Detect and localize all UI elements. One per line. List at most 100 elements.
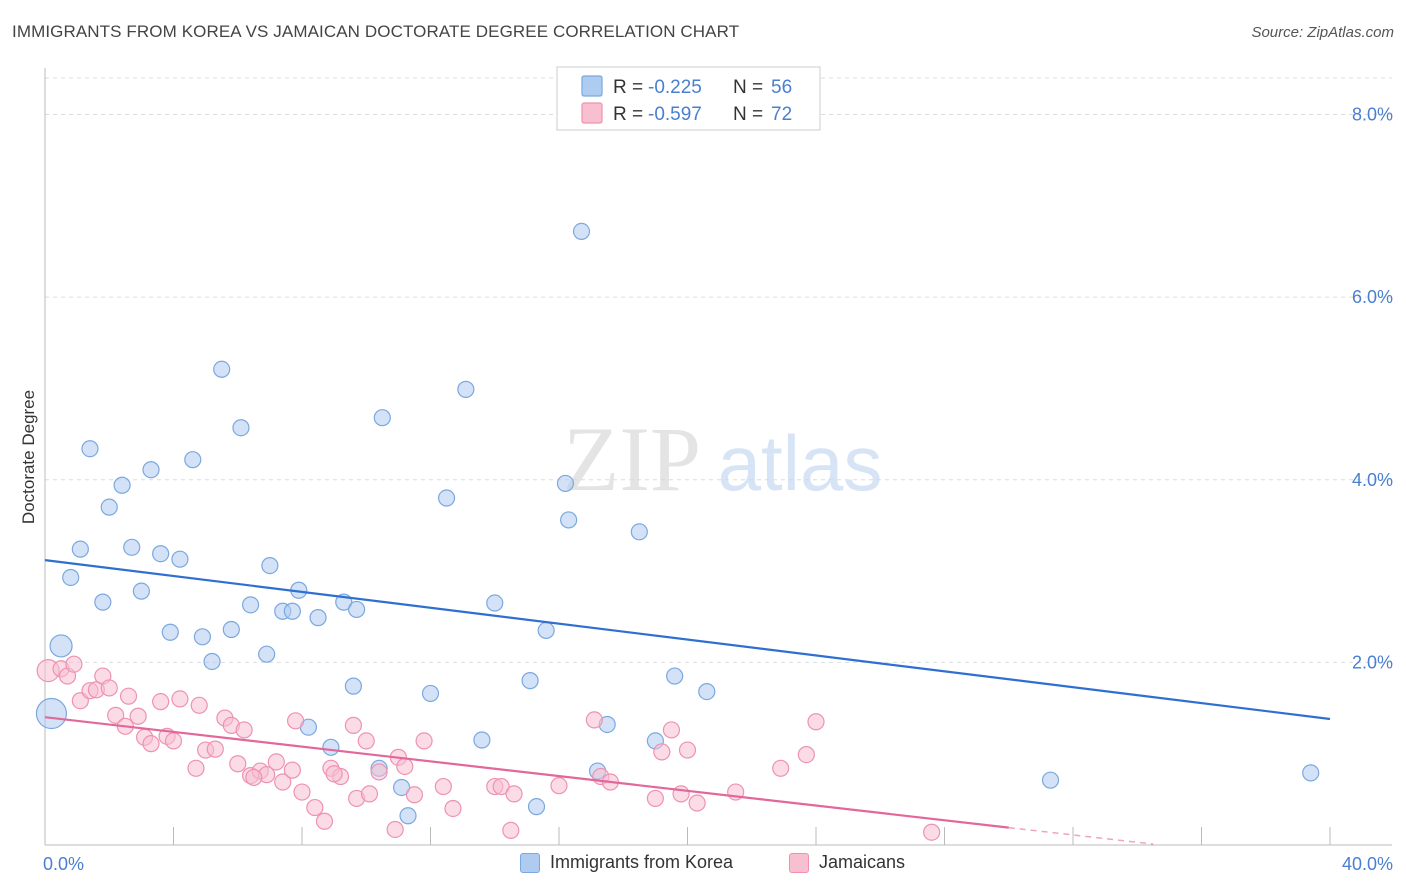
data-point-korea (184, 451, 202, 469)
trend-line-korea (44, 559, 1331, 721)
y-tick-label: 4.0% (1352, 470, 1393, 490)
legend-item-jamaica[interactable]: Jamaicans (789, 852, 905, 873)
data-point-jamaica (171, 690, 189, 708)
data-point-korea (49, 634, 73, 658)
trend-lines (44, 559, 1331, 845)
data-point-korea (457, 380, 475, 398)
legend-n-value: 72 (771, 104, 792, 125)
data-point-jamaica (662, 721, 681, 739)
data-point-jamaica (267, 753, 285, 771)
legend-r-value: -0.597 (648, 104, 702, 125)
data-point-korea (35, 697, 68, 730)
data-point-korea (373, 409, 391, 427)
data-point-korea (261, 556, 279, 575)
data-point-korea (437, 489, 456, 507)
data-point-jamaica (678, 741, 697, 759)
data-point-jamaica (325, 765, 343, 783)
data-point-jamaica (235, 721, 253, 739)
data-point-korea (309, 609, 327, 627)
data-point-jamaica (344, 716, 362, 734)
data-point-korea (1041, 771, 1060, 789)
data-point-korea (322, 738, 340, 756)
trend-line-dashed-jamaica (1008, 826, 1154, 845)
legend-r-value: -0.225 (648, 77, 702, 98)
data-point-korea (113, 476, 131, 494)
watermark: ZIP atlas (563, 408, 882, 510)
x-tick-labels: 0.0% 40.0% (43, 854, 1393, 874)
data-point-korea (283, 602, 301, 620)
data-point-korea (193, 628, 212, 646)
data-point-jamaica (206, 740, 224, 758)
data-point-jamaica (672, 785, 690, 803)
data-point-korea (123, 538, 141, 556)
legend-r-label: R = (613, 104, 643, 125)
data-point-korea (152, 545, 170, 563)
data-point-jamaica (415, 732, 433, 750)
y-tick-label: 8.0% (1352, 105, 1393, 125)
data-point-jamaica (360, 785, 379, 803)
data-point-korea (71, 540, 89, 558)
watermark-atlas: atlas (718, 419, 883, 507)
data-point-korea (232, 419, 250, 437)
data-point-korea (630, 523, 648, 541)
data-point-korea (142, 461, 160, 479)
data-point-korea (348, 600, 366, 619)
data-point-jamaica (502, 821, 520, 839)
trend-line-jamaica (44, 716, 1009, 829)
legend-n-label: N = (733, 104, 763, 125)
data-point-korea (81, 440, 99, 458)
legend-swatch-jamaica (789, 852, 809, 873)
data-point-korea (100, 498, 118, 516)
data-point-jamaica (646, 789, 664, 808)
data-point-jamaica (492, 777, 510, 796)
data-point-jamaica (164, 732, 183, 750)
legend-r-label: R = (613, 77, 643, 98)
data-point-korea (556, 474, 575, 493)
data-point-jamaica (229, 755, 247, 773)
data-point-jamaica (274, 773, 292, 791)
y-tick-label: 2.0% (1352, 652, 1393, 672)
data-point-jamaica (923, 823, 941, 841)
data-point-jamaica (306, 798, 324, 817)
bottom-legend: Immigrants from Korea Jamaicans (0, 852, 1406, 878)
data-point-jamaica (315, 812, 334, 830)
watermark-zip: ZIP (563, 408, 701, 510)
grid-lines (45, 77, 1392, 663)
data-point-jamaica (190, 696, 208, 714)
data-point-jamaica (286, 712, 305, 730)
data-point-korea (527, 798, 546, 816)
y-axis-label: Doctorate Degree (19, 390, 38, 524)
y-tick-label: 6.0% (1352, 287, 1393, 307)
data-point-jamaica (152, 693, 170, 711)
data-point-korea (572, 222, 591, 240)
data-point-jamaica (807, 713, 825, 731)
data-point-jamaica (386, 820, 404, 839)
data-point-korea (698, 682, 716, 701)
y-tick-labels: 2.0% 4.0% 6.0% 8.0% (1352, 105, 1393, 673)
data-point-jamaica (357, 732, 375, 750)
data-point-jamaica (65, 655, 83, 673)
legend-label-korea: Immigrants from Korea (550, 852, 734, 872)
data-point-korea (521, 672, 539, 690)
data-point-jamaica (119, 687, 138, 705)
correlation-legend: R = -0.225 N = 56 R = -0.597 N = 72 (556, 66, 821, 131)
data-point-korea (421, 684, 440, 703)
data-point-jamaica (142, 735, 160, 753)
data-point-jamaica (107, 706, 125, 724)
data-point-jamaica (444, 799, 462, 818)
data-point-korea (666, 667, 684, 685)
data-point-korea (222, 620, 240, 639)
data-point-korea (132, 582, 150, 600)
data-point-korea (537, 621, 555, 640)
data-point-jamaica (187, 759, 205, 777)
data-point-jamaica (434, 777, 452, 796)
legend-label-jamaica: Jamaicans (819, 852, 906, 872)
data-point-korea (399, 807, 417, 825)
chart-title: IMMIGRANTS FROM KOREA VS JAMAICAN DOCTOR… (12, 22, 740, 41)
data-point-jamaica (100, 679, 118, 697)
data-point-korea (161, 623, 179, 641)
data-point-jamaica (772, 759, 790, 777)
data-point-korea (258, 645, 276, 663)
data-point-jamaica (370, 763, 388, 781)
legend-item-korea[interactable]: Immigrants from Korea (520, 852, 733, 873)
